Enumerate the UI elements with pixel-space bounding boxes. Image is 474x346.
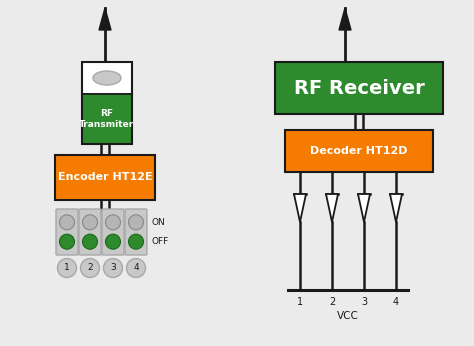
Circle shape [81, 258, 100, 277]
Text: 1: 1 [297, 297, 303, 307]
FancyBboxPatch shape [82, 94, 132, 144]
Text: ON: ON [152, 218, 166, 227]
Circle shape [106, 215, 120, 230]
Text: 1: 1 [64, 264, 70, 273]
Text: 3: 3 [361, 297, 367, 307]
Polygon shape [326, 194, 338, 222]
Text: 2: 2 [87, 264, 93, 273]
Polygon shape [390, 194, 402, 222]
Circle shape [128, 215, 144, 230]
Text: OFF: OFF [152, 237, 169, 246]
FancyBboxPatch shape [125, 209, 147, 255]
Text: RF Receiver: RF Receiver [293, 79, 424, 98]
Text: 4: 4 [133, 264, 139, 273]
FancyBboxPatch shape [275, 62, 443, 114]
Circle shape [82, 234, 98, 249]
Circle shape [103, 258, 122, 277]
FancyBboxPatch shape [82, 62, 132, 94]
FancyBboxPatch shape [55, 155, 155, 200]
Circle shape [127, 258, 146, 277]
FancyBboxPatch shape [56, 209, 78, 255]
Circle shape [106, 234, 120, 249]
Text: Encoder HT12E: Encoder HT12E [58, 173, 152, 182]
Text: RF
Transmiter: RF Transmiter [79, 109, 135, 129]
Text: 3: 3 [110, 264, 116, 273]
Text: VCC: VCC [337, 311, 359, 321]
FancyBboxPatch shape [102, 209, 124, 255]
Text: Decoder HT12D: Decoder HT12D [310, 146, 408, 156]
Polygon shape [294, 194, 306, 222]
Circle shape [60, 215, 74, 230]
Text: 4: 4 [393, 297, 399, 307]
Circle shape [57, 258, 76, 277]
Ellipse shape [93, 71, 121, 85]
Polygon shape [339, 8, 351, 30]
FancyBboxPatch shape [285, 130, 433, 172]
Circle shape [60, 234, 74, 249]
Text: 2: 2 [329, 297, 335, 307]
FancyBboxPatch shape [79, 209, 101, 255]
Circle shape [128, 234, 144, 249]
Polygon shape [358, 194, 370, 222]
Circle shape [82, 215, 98, 230]
Polygon shape [99, 8, 111, 30]
